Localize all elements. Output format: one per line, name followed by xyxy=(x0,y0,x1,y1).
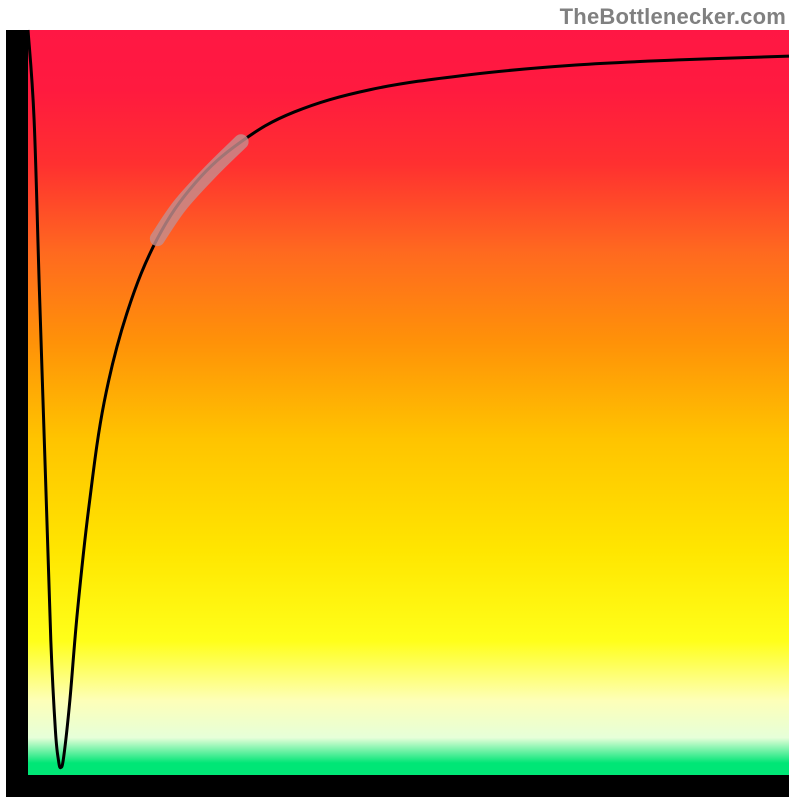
gradient-background xyxy=(28,30,789,775)
chart-container: { "watermark": { "text": "TheBottlenecke… xyxy=(0,0,800,800)
watermark-text: TheBottlenecker.com xyxy=(560,4,786,30)
chart-svg xyxy=(0,0,800,800)
